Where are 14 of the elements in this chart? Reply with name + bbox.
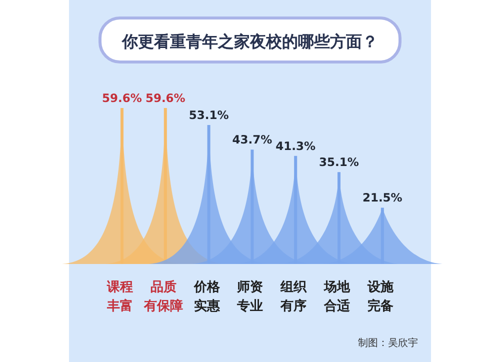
- x-tick-label: 课程丰富: [106, 280, 133, 314]
- chart-title: 你更看重青年之家夜校的哪些方面？: [121, 32, 378, 51]
- data-label: 53.1%: [188, 108, 230, 122]
- x-tick-label: 组织有序: [280, 280, 308, 314]
- text: 制图：吴欣宇: [358, 337, 418, 349]
- data-label: 59.6%: [102, 91, 142, 105]
- x-tick-label: 价格实惠: [192, 280, 221, 314]
- x-tick-label: 场地合适: [323, 280, 351, 314]
- data-label: 59.6%: [145, 91, 186, 105]
- data-label: 43.7%: [232, 132, 273, 147]
- data-label: 41.3%: [276, 138, 316, 153]
- x-tick-label: 师资专业: [236, 280, 264, 314]
- x-tick-label: 设施完备: [366, 279, 394, 314]
- x-tick-label: 品质有保障: [142, 279, 183, 314]
